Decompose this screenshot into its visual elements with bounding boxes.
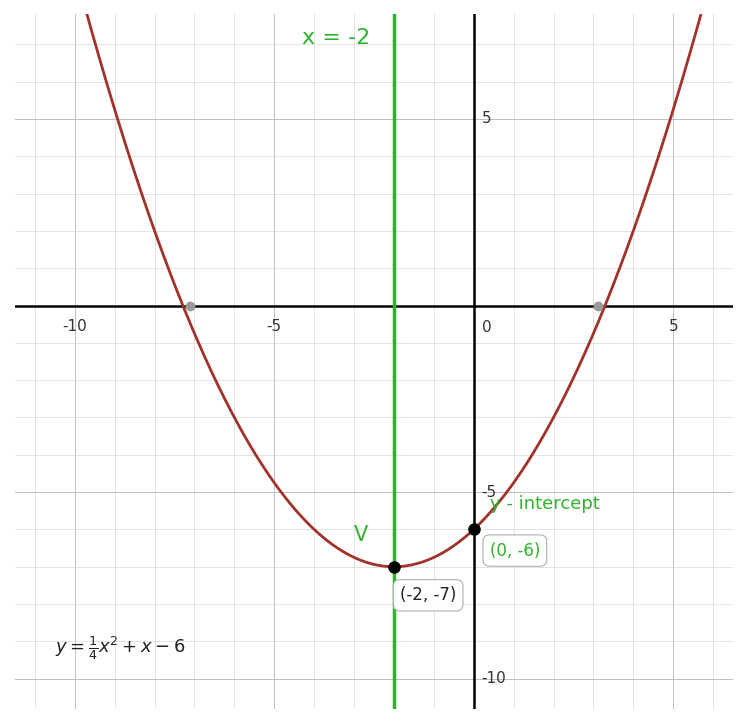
Text: $y = \frac{1}{4}x^2 + x - 6$: $y = \frac{1}{4}x^2 + x - 6$	[55, 634, 186, 662]
Text: 5: 5	[482, 111, 491, 127]
Text: 5: 5	[669, 319, 678, 333]
Text: -10: -10	[62, 319, 88, 333]
Text: -5: -5	[482, 484, 497, 500]
Text: x = -2: x = -2	[302, 28, 370, 48]
Text: V: V	[354, 525, 368, 544]
Text: y - intercept: y - intercept	[490, 495, 600, 513]
Text: -5: -5	[267, 319, 282, 333]
Text: (-2, -7): (-2, -7)	[400, 586, 456, 604]
Text: (0, -6): (0, -6)	[490, 542, 540, 560]
Text: -10: -10	[482, 671, 506, 686]
Text: 0: 0	[482, 320, 491, 335]
